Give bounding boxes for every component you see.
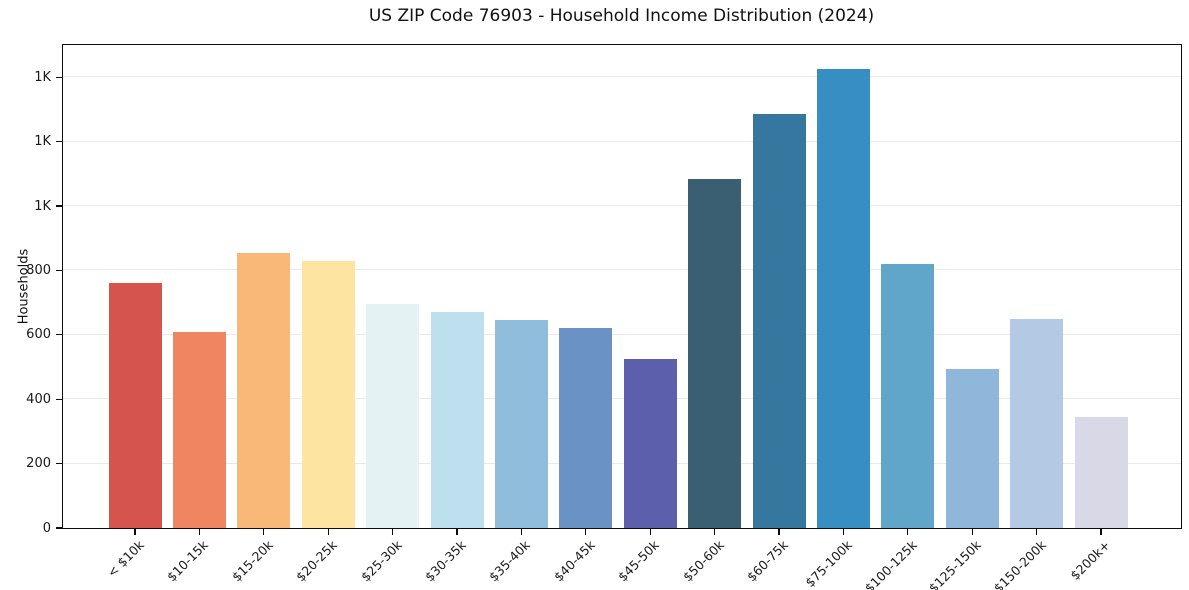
x-tick-mark	[327, 529, 329, 535]
x-tick-mark	[585, 529, 587, 535]
y-axis-label: Households	[16, 248, 32, 325]
y-tick-mark	[56, 334, 62, 336]
bar-125-150k	[945, 368, 999, 528]
gridline	[63, 333, 1181, 335]
x-tick-mark	[713, 529, 716, 535]
y-tick-label: 800	[26, 262, 51, 278]
bar-200k	[1074, 416, 1128, 528]
y-tick-mark	[56, 76, 62, 78]
x-tick-mark	[520, 529, 523, 535]
y-tick-mark	[56, 205, 62, 207]
y-tick-label: 600	[26, 327, 51, 343]
bar-30-35k	[430, 312, 484, 528]
y-tick-label: 400	[26, 391, 51, 407]
y-tick-label: 1K	[34, 134, 51, 150]
y-tick-mark	[56, 140, 62, 143]
gridline	[63, 140, 1181, 142]
x-tick-mark	[198, 529, 201, 535]
bar-75-100k	[816, 69, 870, 528]
x-tick-mark	[263, 529, 265, 535]
bar-15-20k	[237, 252, 291, 528]
y-tick-label: 1K	[34, 198, 51, 214]
x-tick-mark	[907, 529, 909, 535]
y-tick-mark	[56, 527, 62, 529]
y-tick-label: 1K	[34, 69, 51, 85]
bar-35-40k	[494, 320, 548, 528]
x-tick-mark	[391, 529, 394, 535]
x-tick-mark	[971, 529, 973, 535]
gridline	[63, 462, 1181, 464]
plot-area: 0 200 400 600 800 1K 1K 1K < $10k $10-15k $15-20k…	[26, 44, 1182, 590]
bar-100-125k	[881, 263, 935, 528]
bar-50-60k	[688, 178, 742, 528]
bar-20-25k	[301, 260, 355, 528]
y-tick-mark	[56, 269, 62, 272]
y-tick-label: 0	[42, 520, 51, 536]
bar-25-30k	[366, 304, 420, 528]
x-tick-mark	[1100, 529, 1102, 535]
x-tick-label: < $10k	[104, 537, 147, 581]
x-tick-mark	[842, 529, 845, 535]
y-tick-label: 200	[26, 456, 51, 472]
bar-40-45k	[559, 328, 613, 528]
gridline	[63, 205, 1181, 206]
x-tick-mark	[649, 529, 651, 535]
x-tick-mark	[778, 529, 780, 535]
chart-title: US ZIP Code 76903 - Household Income Dis…	[368, 6, 875, 26]
bar-10-15k	[172, 331, 226, 528]
bar-60-75k	[752, 114, 806, 528]
y-tick-mark	[56, 398, 62, 400]
y-tick-mark	[56, 462, 62, 465]
bar-45-50k	[623, 358, 677, 528]
gridline	[63, 398, 1181, 400]
bar-10k	[108, 283, 162, 528]
x-tick-mark	[134, 529, 136, 535]
gridline	[63, 76, 1181, 78]
x-tick-mark	[456, 529, 458, 535]
gridline	[63, 269, 1181, 271]
bar-150-200k	[1010, 318, 1064, 528]
x-tick-mark	[1035, 529, 1038, 535]
